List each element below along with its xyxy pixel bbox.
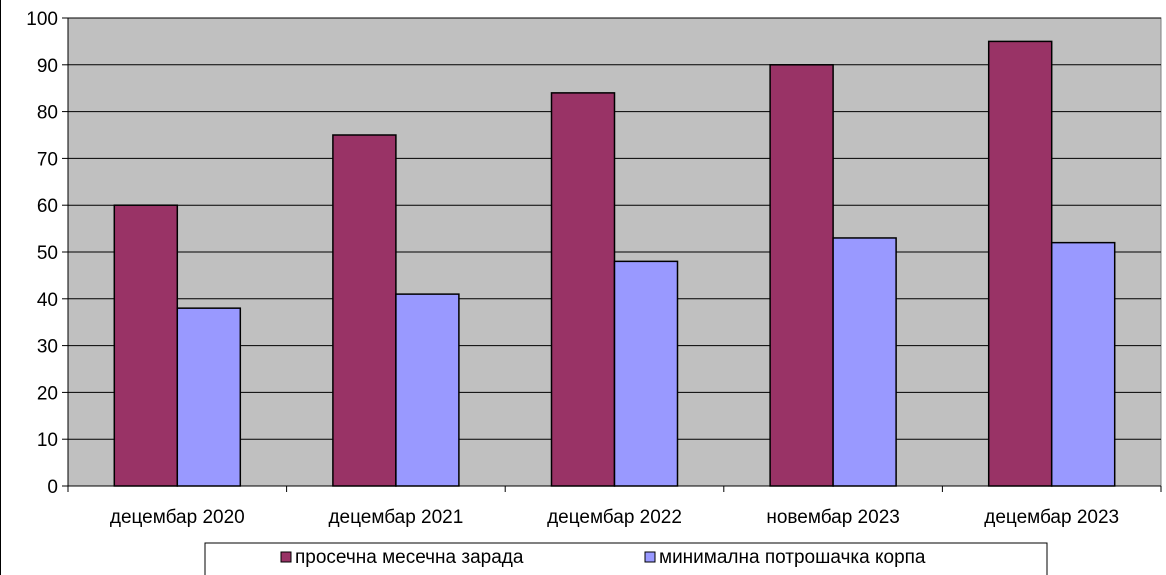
- bar-series-1: [769, 64, 834, 487]
- x-tick-label: децембар 2021: [328, 507, 463, 528]
- bar-series-2: [832, 237, 897, 487]
- x-axis: децембар 2020 децембар 2021 децембар 2022 н…: [67, 485, 1162, 528]
- bar-series-2: [176, 307, 242, 487]
- bars: [113, 40, 1116, 487]
- y-tick-label: 0: [47, 477, 58, 498]
- legend: просечна месечна зарада минимална потрош…: [204, 542, 1048, 575]
- bar-series-1: [550, 92, 616, 487]
- x-tick-label: новембар 2023: [766, 507, 899, 528]
- bar-series-1: [987, 40, 1053, 487]
- y-tick-label: 40: [37, 290, 58, 311]
- legend-swatch-series-2: [644, 551, 656, 563]
- y-tick-label: 10: [37, 430, 58, 451]
- y-tick-label: 100: [26, 9, 58, 30]
- bar-series-2: [613, 260, 679, 487]
- legend-label-series-2: минимална потрошачка корпа: [659, 547, 926, 568]
- y-tick-label: 30: [37, 337, 58, 358]
- y-tick-label: 60: [37, 196, 58, 217]
- y-tick-label: 90: [37, 56, 58, 77]
- bar-series-2: [1050, 241, 1116, 487]
- bar-series-1: [332, 134, 397, 487]
- x-tick-label: децембар 2023: [984, 507, 1119, 528]
- x-tick-label: децембар 2020: [110, 507, 245, 528]
- legend-swatch-series-1: [280, 551, 292, 563]
- y-tick-label: 50: [37, 243, 58, 264]
- x-tick-label: децембар 2022: [547, 507, 682, 528]
- legend-box: [204, 542, 1048, 575]
- y-tick-label: 20: [37, 383, 58, 404]
- legend-label-series-1: просечна месечна зарада: [295, 547, 524, 568]
- y-tick-label: 70: [37, 149, 58, 170]
- bar-series-1: [113, 204, 179, 487]
- bar-series-2: [395, 293, 460, 487]
- y-tick-label: 80: [37, 103, 58, 124]
- y-axis: 0 10 20 30 40 50 60 70 80 90 100: [26, 9, 69, 498]
